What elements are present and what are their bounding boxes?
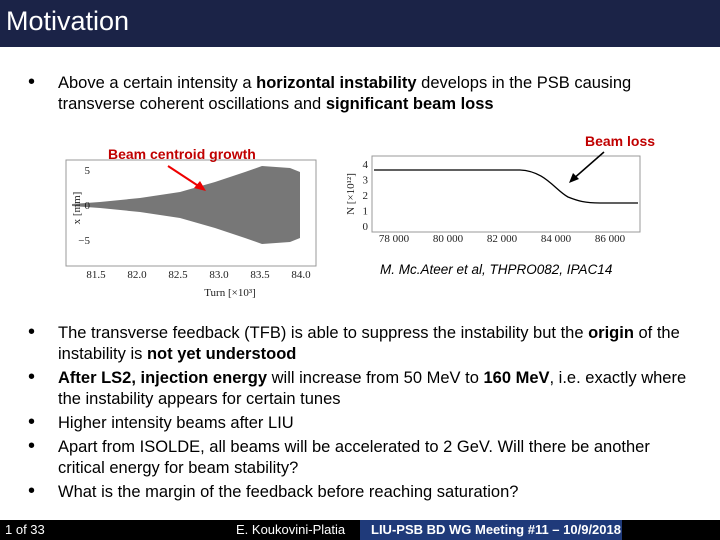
meeting-box: LIU-PSB BD WG Meeting #11 – 10/9/2018 bbox=[360, 520, 622, 540]
text-run: develops in the PSB causing transverse c… bbox=[58, 74, 632, 113]
y-tick-label: 4 bbox=[363, 159, 369, 171]
bullet: After LS2, injection energy will increas… bbox=[28, 367, 696, 410]
x-tick-label: 83.5 bbox=[250, 269, 270, 281]
left-plot-frame bbox=[65, 159, 317, 267]
x-tick-label: 82 000 bbox=[487, 233, 518, 245]
y-tick-label: 1 bbox=[363, 206, 369, 218]
arrow-head bbox=[569, 173, 579, 183]
annotation: Beam centroid growth bbox=[108, 146, 256, 162]
y-tick-label: 0 bbox=[85, 200, 91, 212]
arrow bbox=[571, 151, 605, 181]
intro-bullets: Above a certain intensity a horizontal i… bbox=[28, 72, 696, 118]
y-axis-label: N [×10¹²] bbox=[345, 173, 357, 215]
x-tick-label: 82.5 bbox=[168, 269, 188, 281]
bullet: Higher intensity beams after LIU bbox=[28, 412, 696, 434]
slide-title: Motivation bbox=[6, 6, 130, 36]
citation: M. Mc.Ateer et al, THPRO082, IPAC14 bbox=[380, 262, 613, 277]
text-run: Apart from ISOLDE, all beams will be acc… bbox=[58, 438, 650, 477]
arrow-head bbox=[194, 181, 206, 191]
y-tick-label: 3 bbox=[363, 175, 369, 187]
x-tick-label: 81.5 bbox=[86, 269, 106, 281]
x-tick-label: 78 000 bbox=[379, 233, 410, 245]
text-run: Higher intensity beams after LIU bbox=[58, 414, 294, 432]
bullet: Apart from ISOLDE, all beams will be acc… bbox=[28, 436, 696, 479]
figure: 5 0 −5 81.5 82.0 82.5 83.0 83.5 84.0 x [mm] Turn [… bbox=[65, 151, 641, 299]
y-tick-label: 5 bbox=[85, 165, 91, 177]
text-run: Above a certain intensity a bbox=[58, 74, 257, 92]
x-tick-label: 83.0 bbox=[209, 269, 229, 281]
meeting: LIU-PSB BD WG Meeting #11 – 10/9/2018 bbox=[371, 522, 621, 537]
main-bullets: The transverse feedback (TFB) is able to… bbox=[28, 322, 696, 506]
text-run: horizontal instability bbox=[256, 74, 417, 92]
x-tick-label: 86 000 bbox=[595, 233, 626, 245]
text-run: origin bbox=[588, 324, 634, 342]
right-plot-frame bbox=[371, 155, 641, 233]
bullet: What is the margin of the feedback befor… bbox=[28, 481, 696, 503]
annotation: Beam loss bbox=[585, 133, 656, 149]
x-tick-label: 84.0 bbox=[291, 269, 311, 281]
y-tick-label: 2 bbox=[363, 190, 369, 202]
text-run: , i.e. exactly where the instability app… bbox=[58, 369, 687, 408]
text-run: What is the margin of the feedback befor… bbox=[58, 483, 519, 501]
x-tick-label: 84 000 bbox=[541, 233, 572, 245]
bullet: The transverse feedback (TFB) is able to… bbox=[28, 322, 696, 365]
text-run: significant beam loss bbox=[325, 95, 494, 113]
x-axis-label: Turn [×10³] bbox=[204, 287, 256, 299]
intensity-curve bbox=[374, 169, 638, 204]
x-tick-label: 82.0 bbox=[127, 269, 147, 281]
y-tick-label: 0 bbox=[363, 221, 369, 233]
title-bar: Motivation bbox=[0, 0, 720, 47]
text-run: not yet understood bbox=[146, 345, 297, 363]
author: E. Koukovini-Platia bbox=[236, 522, 346, 537]
x-tick-label: 80 000 bbox=[433, 233, 464, 245]
text-run: 160 MeV bbox=[483, 369, 550, 387]
y-axis-label: x [mm] bbox=[71, 192, 83, 225]
text-run: The transverse feedback (TFB) is able to… bbox=[58, 324, 589, 342]
oscillation-envelope bbox=[72, 166, 300, 244]
text-run: After LS2, injection energy bbox=[58, 369, 268, 387]
bullet: Above a certain intensity a horizontal i… bbox=[28, 72, 696, 115]
text-run: will increase from 50 MeV to bbox=[267, 369, 484, 387]
y-tick-label: −5 bbox=[78, 235, 90, 247]
text-run: of the instability is bbox=[58, 324, 680, 363]
page-number: 1 of 33 bbox=[5, 522, 45, 537]
